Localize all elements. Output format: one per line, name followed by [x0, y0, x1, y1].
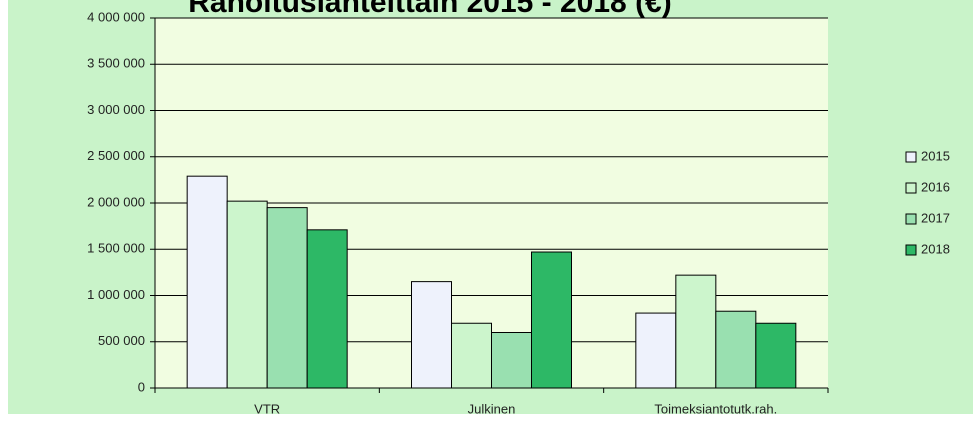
bar: [306, 229, 348, 389]
legend-label: 2016: [921, 179, 950, 194]
y-tick-label: 4 000 000: [87, 9, 145, 24]
bar: [186, 175, 228, 389]
y-tick-label: 1 000 000: [87, 287, 145, 302]
bar: [715, 310, 757, 389]
legend-swatch: [905, 213, 917, 225]
bar: [675, 274, 717, 389]
x-tick-label: Julkinen: [468, 401, 516, 416]
legend-swatch: [905, 244, 917, 256]
legend-label: 2018: [921, 241, 950, 256]
x-tick-label: VTR: [254, 401, 280, 416]
y-tick-label: 0: [138, 379, 145, 394]
legend-label: 2017: [921, 210, 950, 225]
bar: [266, 207, 308, 389]
bar: [755, 322, 797, 389]
y-tick-label: 2 500 000: [87, 148, 145, 163]
legend-swatch: [905, 182, 917, 194]
x-tick-label: Toimeksiantotutk.rah.: [654, 401, 777, 416]
bar: [635, 312, 677, 389]
y-tick-label: 500 000: [98, 333, 145, 348]
y-tick-label: 2 000 000: [87, 194, 145, 209]
legend-swatch: [905, 151, 917, 163]
bar: [451, 322, 492, 389]
chart-title: Rahoituslähteittäin 2015 - 2018 (€): [188, 0, 672, 19]
bar: [531, 251, 572, 389]
bar: [491, 332, 532, 389]
legend-label: 2015: [921, 148, 950, 163]
y-tick-label: 3 000 000: [87, 102, 145, 117]
y-tick-label: 1 500 000: [87, 241, 145, 256]
bar: [411, 281, 452, 389]
y-tick-label: 3 500 000: [87, 56, 145, 71]
bar: [226, 200, 268, 389]
